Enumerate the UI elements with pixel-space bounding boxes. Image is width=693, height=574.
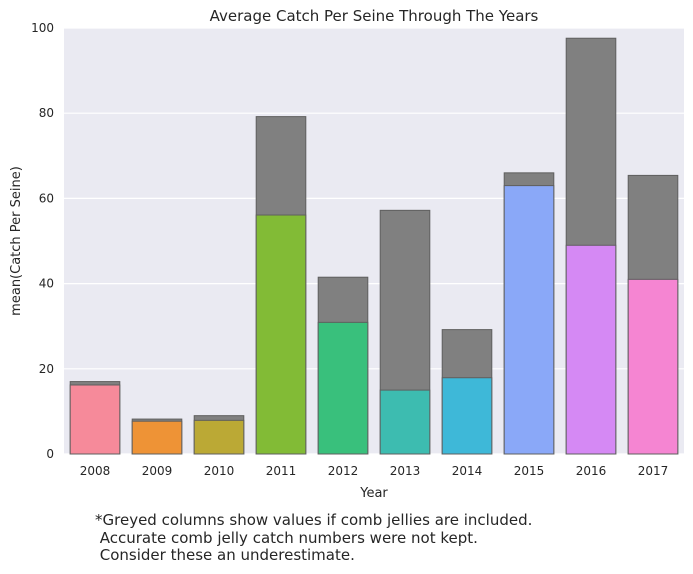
y-tick-label: 40 xyxy=(39,277,54,291)
bar xyxy=(69,384,121,455)
footnote-line: *Greyed columns show values if comb jell… xyxy=(95,511,533,529)
x-tick-labels: 2008 2009 2010 2011 2012 2013 2014 2015 2016 2017 xyxy=(80,464,669,478)
bar xyxy=(565,244,617,455)
bar xyxy=(441,377,493,455)
bar xyxy=(255,214,307,455)
x-tick-label: 2013 xyxy=(390,464,421,478)
x-tick-label: 2012 xyxy=(328,464,359,478)
x-tick-label: 2011 xyxy=(266,464,297,478)
bars xyxy=(69,37,679,455)
footnote: *Greyed columns show values if comb jell… xyxy=(95,511,533,565)
x-tick-label: 2010 xyxy=(204,464,235,478)
footnote-line: Consider these an underestimate. xyxy=(95,546,355,564)
x-tick-label: 2016 xyxy=(576,464,607,478)
bar xyxy=(379,389,431,455)
y-tick-labels: 0 20 40 60 80 100 xyxy=(31,21,54,461)
footnote-line: Accurate comb jelly catch numbers were n… xyxy=(95,528,478,547)
y-tick-label: 20 xyxy=(39,362,54,376)
y-tick-label: 60 xyxy=(39,191,54,205)
bar xyxy=(317,321,369,455)
bar xyxy=(627,278,679,455)
y-axis-label: mean(Catch Per Seine) xyxy=(9,166,24,316)
x-tick-label: 2009 xyxy=(142,464,173,478)
bar xyxy=(503,185,555,455)
y-tick-label: 80 xyxy=(39,106,54,120)
y-tick-label: 0 xyxy=(46,447,54,461)
x-tick-label: 2015 xyxy=(514,464,545,478)
x-tick-label: 2014 xyxy=(452,464,483,478)
bar xyxy=(131,420,183,455)
chart-title: Average Catch Per Seine Through The Year… xyxy=(210,7,539,25)
x-tick-label: 2008 xyxy=(80,464,111,478)
y-tick-label: 100 xyxy=(31,21,54,35)
bar xyxy=(193,419,245,455)
x-tick-label: 2017 xyxy=(638,464,669,478)
x-axis-label: Year xyxy=(359,486,388,501)
